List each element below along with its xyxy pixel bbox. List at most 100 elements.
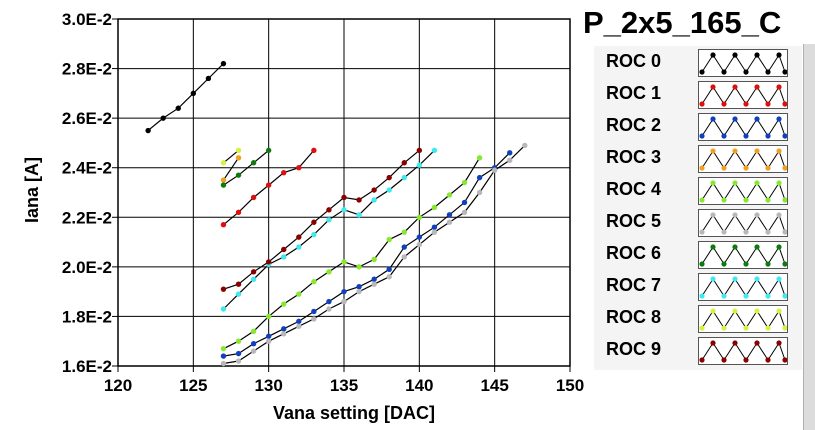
data-point xyxy=(386,274,392,280)
legend-swatch-marker xyxy=(765,165,771,171)
legend-swatch-marker xyxy=(776,116,782,122)
data-point xyxy=(371,187,377,193)
legend-item: ROC 1 xyxy=(594,78,802,110)
data-point xyxy=(401,254,407,260)
legend-swatch-marker xyxy=(721,165,727,171)
data-point xyxy=(371,256,377,263)
data-point xyxy=(175,105,181,111)
data-point xyxy=(431,229,438,235)
data-point xyxy=(476,174,483,181)
data-point xyxy=(235,147,242,154)
legend-swatch-marker xyxy=(710,52,716,58)
x-tick-label: 135 xyxy=(330,376,358,395)
legend-swatch-line xyxy=(701,117,786,137)
data-point xyxy=(356,212,362,218)
plot-frame xyxy=(117,18,571,367)
data-point xyxy=(220,306,227,312)
data-point xyxy=(431,204,438,211)
legend-swatch-marker xyxy=(721,197,727,203)
y-tick-label: 2.2E-2 xyxy=(62,208,112,227)
data-point xyxy=(281,301,287,307)
legend-swatch-graphic xyxy=(699,84,788,107)
legend-swatch-marker xyxy=(721,325,727,331)
legend-swatch-marker xyxy=(754,180,760,186)
data-point xyxy=(311,308,317,315)
data-point xyxy=(235,209,242,216)
legend-swatch-marker xyxy=(721,101,727,107)
data-point xyxy=(235,172,242,178)
legend-swatch-graphic xyxy=(699,52,788,75)
legend-swatch-marker xyxy=(710,244,716,250)
legend-swatch-marker xyxy=(732,52,738,58)
data-point xyxy=(446,212,453,218)
data-point xyxy=(281,326,287,332)
data-point xyxy=(416,147,423,154)
legend-swatch-marker xyxy=(699,325,705,331)
data-point xyxy=(250,340,257,347)
x-tick-label: 130 xyxy=(254,376,282,395)
data-point xyxy=(296,318,302,325)
y-tick-label: 2.6E-2 xyxy=(62,109,112,128)
chart-area: 1.6E-2 1.8E-2 2.0E-2 2.2E-2 2.4E-2 2.6E-2 2.8E… xyxy=(22,10,584,423)
data-point xyxy=(220,160,227,166)
legend-swatch-line xyxy=(701,245,786,265)
legend-swatch xyxy=(698,49,788,77)
legend-item-label: ROC 3 xyxy=(606,147,662,167)
data-point xyxy=(220,222,227,228)
series-roc-9 xyxy=(220,147,423,292)
data-point xyxy=(250,276,257,282)
legend-swatch-marker xyxy=(743,197,749,203)
data-point xyxy=(296,165,302,171)
y-tick-label: 2.4E-2 xyxy=(62,159,112,178)
legend-swatch-marker xyxy=(782,197,788,203)
legend-swatch-marker xyxy=(776,244,782,250)
legend-swatch-marker xyxy=(743,293,749,299)
legend-swatch-marker xyxy=(782,261,788,267)
x-tick-label: 120 xyxy=(104,376,132,395)
legend-swatch-marker xyxy=(754,148,760,154)
data-point xyxy=(326,207,332,213)
data-point xyxy=(401,174,407,181)
data-point xyxy=(296,323,302,330)
data-point xyxy=(235,350,242,357)
data-point xyxy=(281,246,287,253)
legend-swatch-line xyxy=(701,309,786,329)
data-point xyxy=(416,234,423,240)
data-point xyxy=(371,281,377,287)
data-point xyxy=(326,298,332,305)
y-tick-label: 1.8E-2 xyxy=(62,307,112,326)
data-point xyxy=(265,259,272,265)
data-point xyxy=(235,281,242,287)
data-point xyxy=(145,127,151,134)
x-tick-label: 145 xyxy=(480,376,508,395)
legend-swatch-marker xyxy=(699,293,705,299)
legend-item-label: ROC 1 xyxy=(606,83,662,103)
legend-scrollbar[interactable] xyxy=(803,44,815,430)
legend-swatch-marker xyxy=(776,52,782,58)
legend-swatch-marker xyxy=(765,325,771,331)
series-roc-0 xyxy=(145,60,227,134)
legend-swatch-marker xyxy=(765,197,771,203)
data-point xyxy=(265,338,272,344)
data-point xyxy=(416,214,423,220)
data-point xyxy=(401,229,407,235)
legend-swatch-marker xyxy=(699,357,705,363)
data-point xyxy=(476,189,483,196)
legend-list: ROC 0 ROC 1 ROC 2 ROC 3 ROC 4 ROC 5 ROC 6 ROC 7… xyxy=(594,46,802,371)
data-point xyxy=(431,147,438,154)
legend-swatch-marker xyxy=(754,52,760,58)
legend-swatch xyxy=(698,273,788,301)
legend-footer xyxy=(594,370,803,430)
data-point xyxy=(235,358,242,364)
legend-swatch-marker xyxy=(699,133,705,139)
series-roc-5 xyxy=(220,142,528,367)
legend-swatch-marker xyxy=(782,229,788,235)
legend-swatch-marker xyxy=(782,69,788,75)
series-line xyxy=(223,149,420,290)
y-tick-label: 2.0E-2 xyxy=(62,258,112,277)
legend-swatch-marker xyxy=(782,325,788,331)
data-point xyxy=(446,219,453,225)
legend-swatch-marker xyxy=(710,340,716,346)
legend-swatch-marker xyxy=(765,261,771,267)
legend-swatch-marker xyxy=(754,308,760,314)
